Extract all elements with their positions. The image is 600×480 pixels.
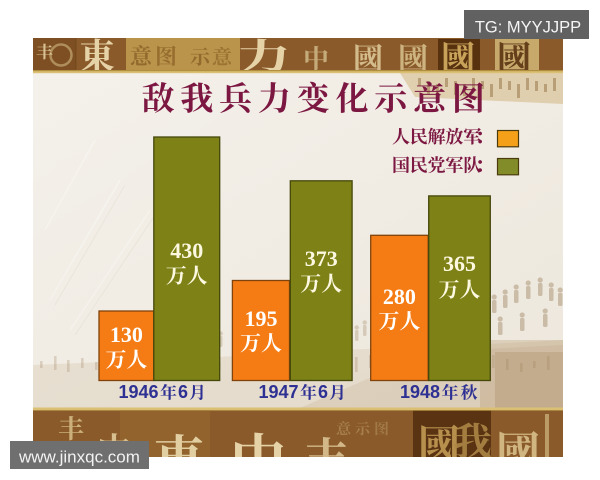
svg-text:280: 280 (383, 284, 416, 309)
svg-text:373: 373 (305, 246, 338, 271)
svg-text:195: 195 (245, 306, 278, 331)
svg-text:TG: MYYJJPP: TG: MYYJJPP (475, 19, 581, 37)
svg-text:6: 6 (318, 382, 328, 402)
svg-text:430: 430 (170, 238, 203, 263)
svg-text:www.jinxqc.com: www.jinxqc.com (18, 448, 140, 467)
svg-text:130: 130 (110, 322, 143, 347)
svg-text:365: 365 (443, 251, 476, 276)
svg-text:1947: 1947 (259, 382, 299, 402)
svg-text:6: 6 (178, 382, 188, 402)
svg-text:1946: 1946 (119, 382, 159, 402)
svg-text:1948: 1948 (400, 382, 440, 402)
